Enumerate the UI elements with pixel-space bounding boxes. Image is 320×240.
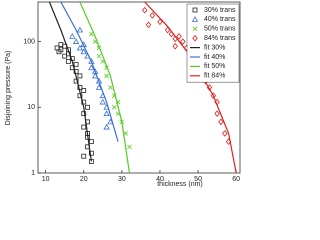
point bbox=[88, 139, 94, 145]
point bbox=[76, 26, 84, 33]
point bbox=[176, 33, 182, 40]
point bbox=[108, 85, 113, 90]
fit-line bbox=[48, 2, 92, 162]
point bbox=[218, 118, 224, 126]
y-tick-label: 10 bbox=[27, 104, 35, 111]
point bbox=[103, 110, 110, 117]
legend-label: fit 30% bbox=[204, 44, 225, 51]
plot-frame bbox=[37, 1, 241, 174]
point bbox=[111, 105, 117, 110]
point bbox=[88, 150, 94, 156]
point bbox=[58, 42, 64, 47]
y-tick-label: 100 bbox=[23, 38, 35, 45]
point bbox=[54, 45, 60, 51]
legend-swatch bbox=[192, 34, 198, 42]
legend-label: 30% trans bbox=[204, 7, 236, 14]
point bbox=[95, 84, 103, 90]
x-tick-label: 20 bbox=[80, 176, 88, 183]
legend-label: 40% trans bbox=[204, 16, 236, 23]
point bbox=[73, 69, 79, 74]
x-tick-label: 50 bbox=[194, 176, 202, 183]
fit-line bbox=[79, 2, 131, 173]
x-tick-label: 30 bbox=[118, 176, 126, 183]
point bbox=[180, 38, 186, 45]
point bbox=[62, 53, 68, 59]
legend-box bbox=[186, 3, 240, 83]
y-tick-label: 1 bbox=[31, 170, 35, 177]
point bbox=[127, 144, 132, 150]
x-axis-label: thickness (nm) bbox=[157, 181, 203, 188]
point bbox=[69, 33, 76, 39]
legend-label: 50% trans bbox=[204, 26, 236, 33]
x-tick-label: 60 bbox=[232, 176, 240, 183]
legend-label: 84% trans bbox=[204, 35, 236, 42]
point bbox=[72, 38, 80, 44]
fit-line bbox=[60, 2, 119, 142]
y-axis-label: Disjoining pressure (Pa) bbox=[5, 51, 12, 126]
point bbox=[103, 123, 110, 130]
point bbox=[99, 98, 106, 105]
point bbox=[88, 64, 95, 71]
point bbox=[157, 18, 163, 26]
point bbox=[142, 6, 148, 14]
point bbox=[104, 73, 109, 79]
point bbox=[81, 88, 87, 93]
point bbox=[66, 58, 71, 64]
point bbox=[214, 110, 220, 117]
legend-label: fit 40% bbox=[204, 54, 225, 61]
point bbox=[80, 48, 87, 55]
chart: thickness (nm) Disjoining pressure (Pa) … bbox=[5, 1, 241, 188]
point bbox=[81, 124, 87, 130]
point bbox=[222, 130, 228, 137]
legend-swatch bbox=[191, 16, 199, 22]
point bbox=[81, 111, 87, 117]
legend-swatch bbox=[192, 7, 198, 13]
x-tick-label: 10 bbox=[42, 176, 50, 183]
point bbox=[56, 49, 62, 55]
legend-label: fit 50% bbox=[204, 63, 225, 70]
point bbox=[77, 73, 83, 79]
point bbox=[88, 58, 95, 64]
point bbox=[89, 31, 94, 37]
point bbox=[76, 44, 84, 51]
point bbox=[81, 99, 87, 105]
point bbox=[172, 42, 178, 50]
point bbox=[145, 21, 152, 29]
point bbox=[149, 12, 156, 19]
legend-label: fit 84% bbox=[204, 73, 225, 80]
point bbox=[210, 92, 217, 100]
legend-swatch bbox=[192, 26, 198, 32]
x-tick-label: 40 bbox=[156, 176, 164, 183]
point bbox=[96, 53, 102, 59]
point bbox=[85, 104, 90, 110]
point bbox=[81, 153, 87, 159]
point bbox=[73, 61, 79, 67]
